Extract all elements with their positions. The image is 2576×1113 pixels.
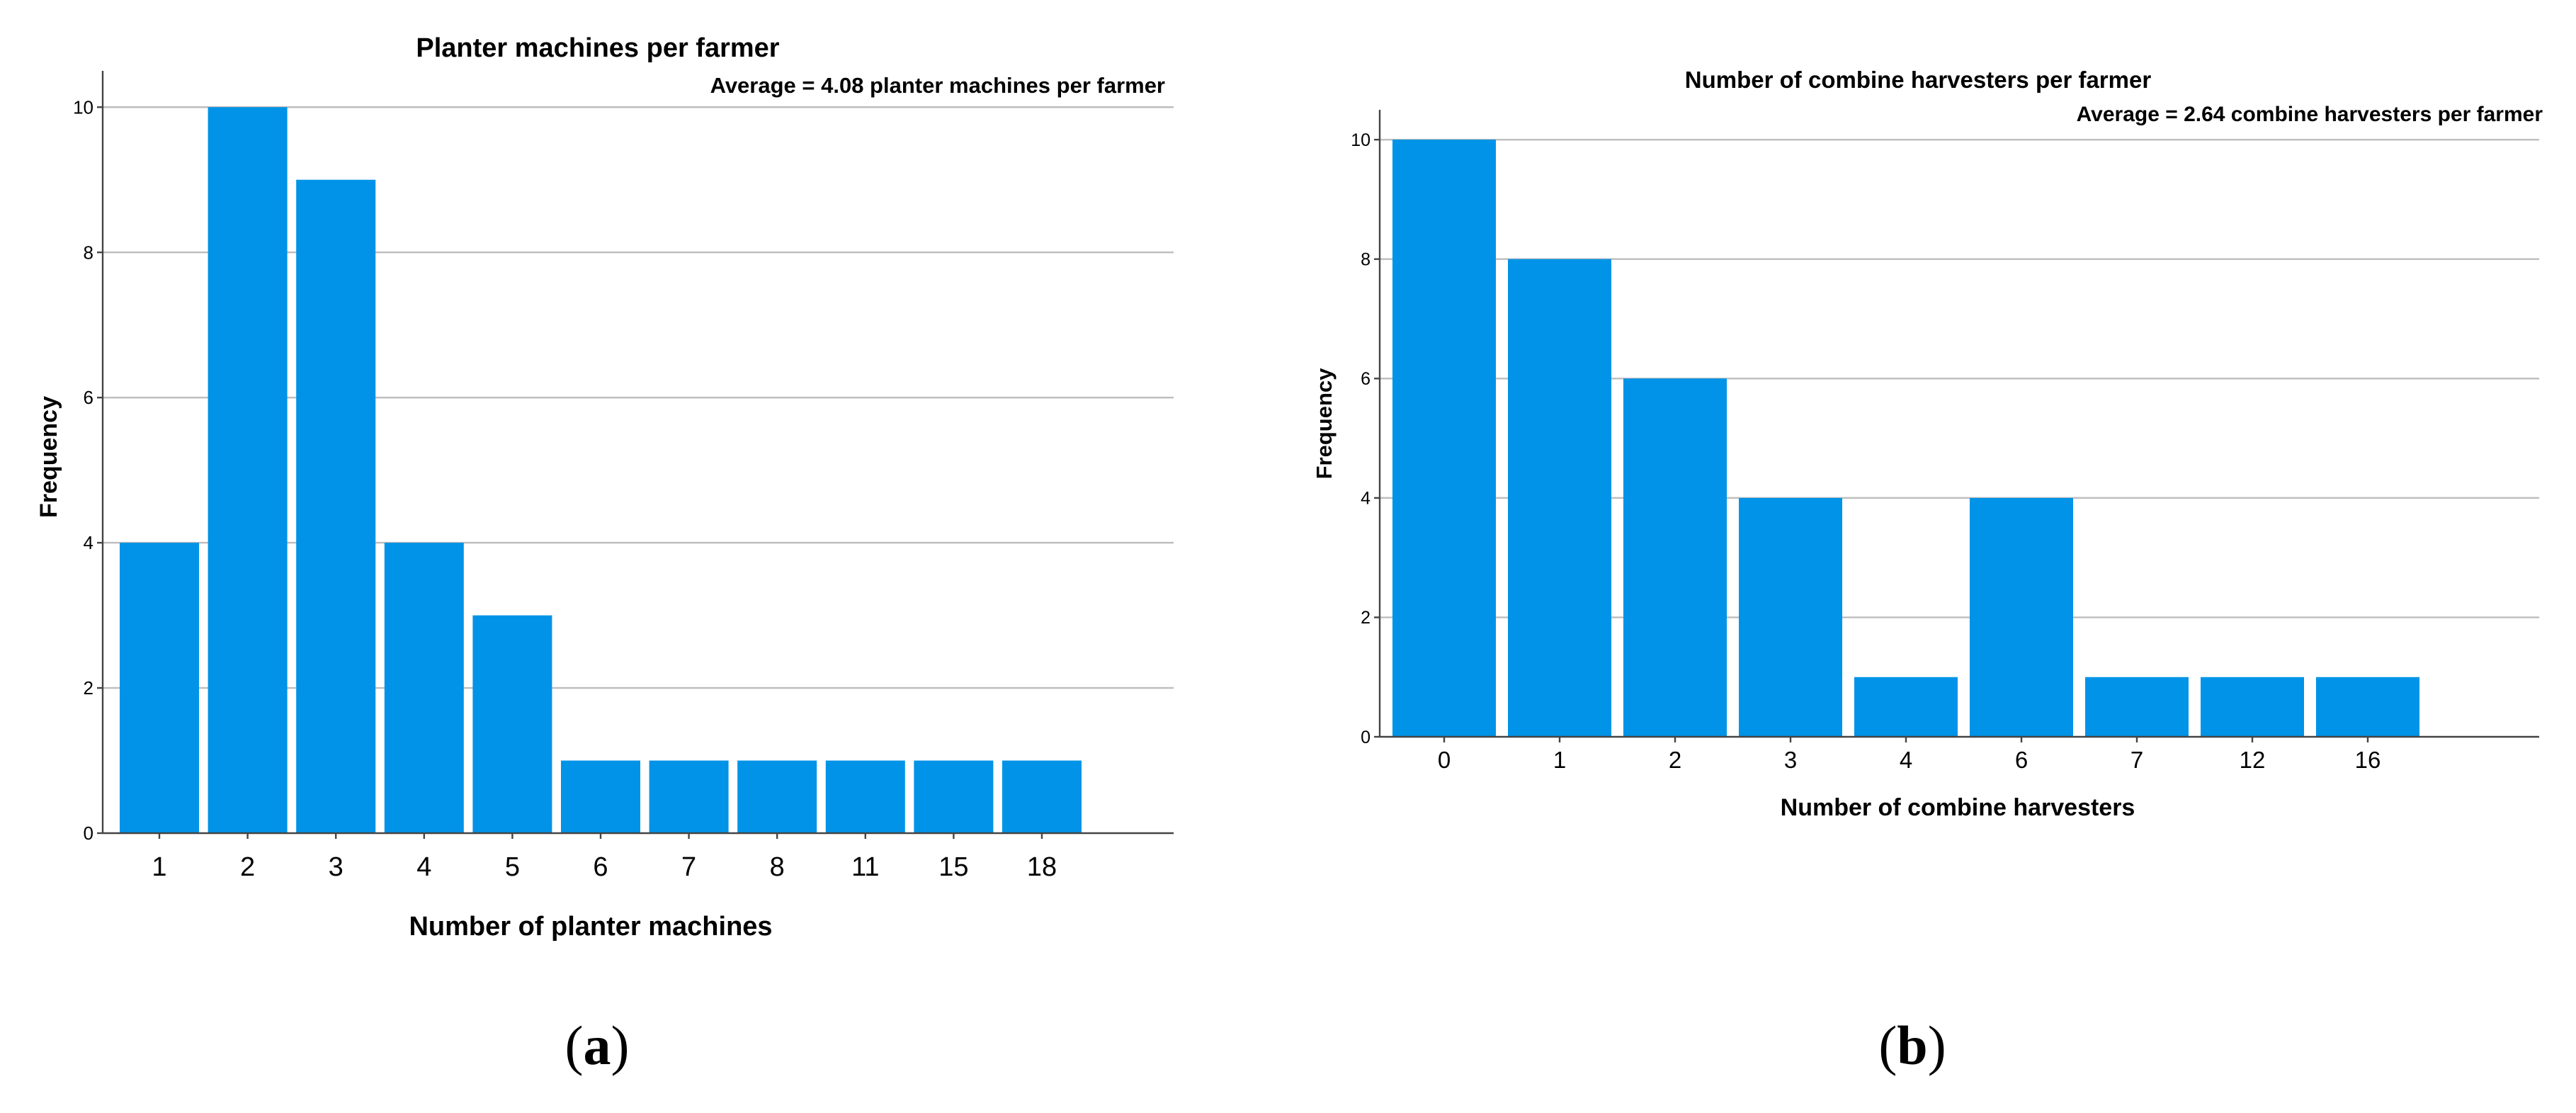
x-tick-label: 4 <box>416 852 431 882</box>
bar-11 <box>825 760 905 833</box>
bar-16 <box>2316 677 2419 737</box>
x-axis-label: Number of planter machines <box>409 912 772 942</box>
panel-label: (a) <box>565 1015 630 1076</box>
y-tick-label: 2 <box>1361 608 1371 628</box>
x-tick-label: 5 <box>505 852 520 882</box>
bar-4 <box>1854 677 1958 737</box>
average-annotation: Average = 2.64 combine harvesters per fa… <box>2077 103 2543 126</box>
x-tick-label: 11 <box>851 852 879 882</box>
x-tick-label: 1 <box>152 852 166 882</box>
axes <box>1374 110 2539 742</box>
x-tick-label: 3 <box>1784 747 1797 773</box>
bars <box>1392 140 2419 738</box>
y-tick-label: 6 <box>84 387 93 408</box>
y-tick-labels: 0 2 4 6 8 10 <box>1351 130 1371 747</box>
y-tick-labels: 0 2 4 6 8 10 <box>73 96 93 844</box>
x-tick-labels: 1 2 3 4 5 6 7 8 11 15 18 <box>152 852 1057 882</box>
bar-6 <box>561 760 640 833</box>
x-tick-label: 12 <box>2240 747 2266 773</box>
y-tick-label: 4 <box>84 532 93 553</box>
bar-0 <box>1392 140 1496 738</box>
x-tick-label: 16 <box>2355 747 2381 773</box>
y-tick-label: 0 <box>84 823 93 844</box>
bar-12 <box>2201 677 2304 737</box>
bar-1 <box>120 543 199 833</box>
y-tick-label: 8 <box>1361 249 1371 269</box>
y-tick-label: 0 <box>1361 728 1371 747</box>
bar-2 <box>1623 378 1727 737</box>
bar-4 <box>384 543 464 833</box>
bar-3 <box>296 179 376 833</box>
average-annotation: Average = 4.08 planter machines per farm… <box>710 73 1165 98</box>
bar-8 <box>737 760 817 833</box>
x-tick-label: 1 <box>1553 747 1566 773</box>
x-tick-label: 7 <box>681 852 696 882</box>
y-tick-label: 4 <box>1361 489 1371 509</box>
bar-3 <box>1739 497 1842 737</box>
y-tick-label: 10 <box>1351 130 1371 150</box>
x-tick-labels: 0 1 2 3 4 6 7 12 16 <box>1438 747 2381 773</box>
bars <box>120 107 1082 834</box>
bar-7 <box>2085 677 2189 737</box>
x-tick-label: 2 <box>1669 747 1681 773</box>
y-axis-label: Frequency <box>35 396 62 518</box>
x-axis-label: Number of combine harvesters <box>1781 794 2135 821</box>
bar-15 <box>914 760 994 833</box>
x-tick-label: 3 <box>329 852 344 882</box>
x-tick-label: 6 <box>2015 747 2028 773</box>
y-axis-label: Frequency <box>1312 368 1337 480</box>
bar-1 <box>1508 259 1611 737</box>
bar-2 <box>208 107 288 834</box>
chart-title: Number of combine harvesters per farmer <box>1685 67 2152 93</box>
chart-title: Planter machines per farmer <box>416 33 779 63</box>
x-tick-label: 2 <box>240 852 255 882</box>
y-tick-label: 8 <box>84 242 93 263</box>
x-tick-label: 18 <box>1027 852 1057 882</box>
x-tick-label: 7 <box>2130 747 2143 773</box>
x-tick-label: 0 <box>1438 747 1451 773</box>
y-tick-label: 10 <box>73 96 93 118</box>
panel-label: (b) <box>1878 1015 1946 1076</box>
x-tick-label: 8 <box>770 852 785 882</box>
bar-7 <box>649 760 729 833</box>
bar-18 <box>1002 760 1082 833</box>
x-tick-label: 15 <box>938 852 968 882</box>
x-tick-label: 6 <box>593 852 608 882</box>
y-tick-label: 6 <box>1361 369 1371 389</box>
bar-5 <box>472 615 552 833</box>
x-tick-label: 4 <box>1900 747 1912 773</box>
bar-6 <box>1970 497 2073 737</box>
y-tick-label: 2 <box>84 677 93 699</box>
axes <box>97 71 1174 839</box>
